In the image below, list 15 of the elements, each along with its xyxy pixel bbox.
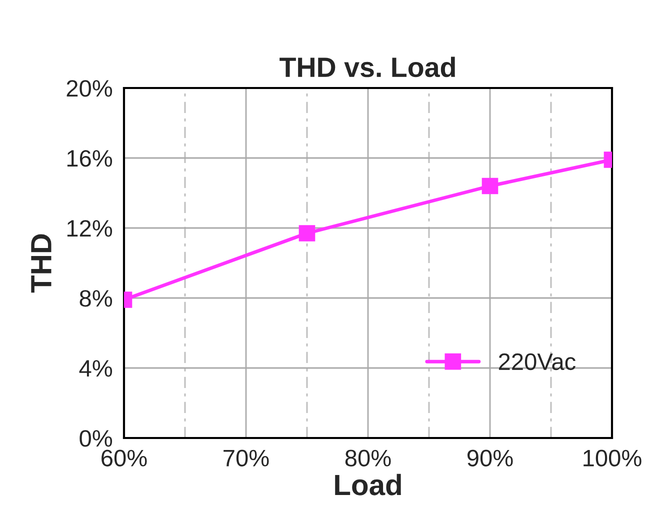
x-tick-label: 90%: [467, 450, 513, 466]
x-tick-label: 70%: [224, 450, 269, 466]
y-axis-title: THD: [31, 234, 52, 293]
y-tick-label: 4%: [79, 360, 112, 377]
y-tick-label: 12%: [67, 220, 112, 237]
x-axis-title: Load: [335, 474, 401, 496]
x-tick-label: 100%: [584, 450, 642, 466]
x-tick-label: 80%: [345, 450, 391, 466]
y-tick-label: 16%: [67, 150, 112, 167]
chart-title: THD vs. Load: [280, 56, 455, 78]
legend-label: 220Vac: [498, 353, 576, 370]
x-tick-label: 60%: [102, 450, 147, 466]
y-tick-label: 0%: [80, 430, 112, 447]
y-tick-label: 8%: [80, 290, 112, 307]
y-tick-label: 20%: [66, 80, 112, 97]
